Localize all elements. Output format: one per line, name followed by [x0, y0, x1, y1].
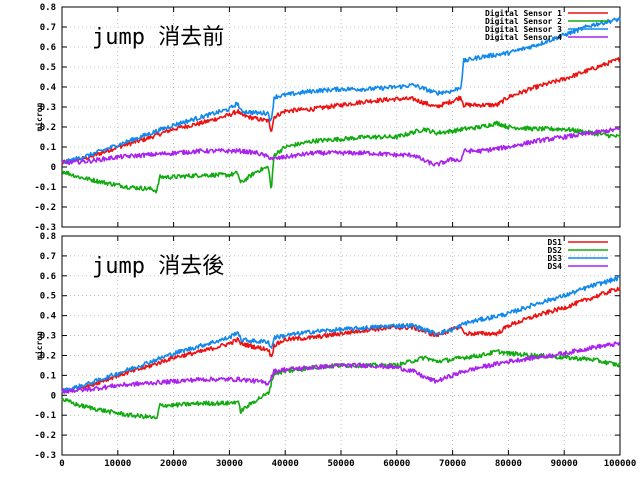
series-line-4	[61, 341, 621, 394]
x-tick-label: 90000	[551, 459, 578, 469]
y-tick-label: 0.1	[40, 371, 56, 381]
x-tick-label: 70000	[439, 459, 466, 469]
y-tick-label: 0.3	[40, 332, 56, 342]
y-tick-label: 0.4	[40, 83, 57, 93]
series-group	[61, 16, 621, 194]
x-tick-label: 0	[59, 459, 64, 469]
x-tick-label: 20000	[160, 459, 187, 469]
legend-label: DS2	[548, 246, 563, 255]
y-tick-label: 0.8	[40, 3, 56, 13]
series-group	[61, 275, 621, 420]
y-tick-label: 0.7	[40, 23, 56, 33]
y-tick-label: 0.2	[40, 351, 56, 361]
legend-label: Digital Sensor 2	[485, 16, 562, 26]
series-line-3	[61, 275, 621, 394]
series-line-1	[61, 286, 621, 394]
y-tick-label: -0.1	[34, 183, 56, 193]
y-tick-label: -0.2	[34, 203, 56, 213]
legend-label: DS4	[548, 262, 563, 271]
x-tick-label: 60000	[383, 459, 410, 469]
chart-annotation: jump 消去後	[92, 254, 224, 279]
y-tick-label: 0	[51, 163, 56, 173]
legend-label: Digital Sensor 4	[485, 32, 562, 42]
y-tick-label: 0.4	[40, 312, 57, 322]
legend-label: DS3	[548, 254, 563, 263]
y-tick-label: 0.5	[40, 292, 56, 302]
chart-annotation: jump 消去前	[92, 25, 224, 50]
series-line-1	[61, 57, 621, 165]
y-tick-label: -0.3	[34, 451, 56, 461]
y-tick-label: 0.6	[40, 43, 56, 53]
y-axis-label: micron	[34, 102, 44, 131]
y-tick-label: 0.8	[40, 232, 56, 242]
series-line-3	[61, 16, 621, 165]
y-tick-label: -0.1	[34, 411, 56, 421]
x-tick-label: 10000	[104, 459, 131, 469]
chart-panel-2: -0.3 -0.2 -0.1 0 0.1 0.2 0.3 0.4 0.5 0.6 0.7 0.8 0 10…	[34, 232, 636, 469]
x-tick-label: 80000	[495, 459, 522, 469]
y-tick-label: 0.6	[40, 272, 56, 282]
y-axis-label: micron	[34, 331, 44, 360]
legend-label: Digital Sensor 3	[485, 24, 562, 34]
series-line-4	[61, 126, 621, 167]
y-tick-label: 0	[51, 391, 56, 401]
x-tick-label: 100000	[604, 459, 637, 469]
legend-label: DS1	[548, 238, 563, 247]
y-tick-label: 0.7	[40, 252, 56, 262]
series-line-2	[61, 120, 621, 194]
y-tick-label: -0.3	[34, 223, 56, 233]
x-tick-label: 40000	[272, 459, 299, 469]
y-tick-label: 0.3	[40, 103, 56, 113]
x-tick-label: 30000	[216, 459, 243, 469]
y-tick-label: -0.2	[34, 431, 56, 441]
legend-label: Digital Sensor 1	[485, 8, 562, 18]
y-tick-label: 0.5	[40, 63, 56, 73]
chart-panel-1: -0.3 -0.2 -0.1 0 0.1 0.2 0.3 0.4 0.5 0.6 0.7 0.8 mic…	[34, 3, 621, 233]
y-tick-label: 0.1	[40, 143, 56, 153]
x-tick-label: 50000	[327, 459, 354, 469]
y-tick-label: 0.2	[40, 123, 56, 133]
